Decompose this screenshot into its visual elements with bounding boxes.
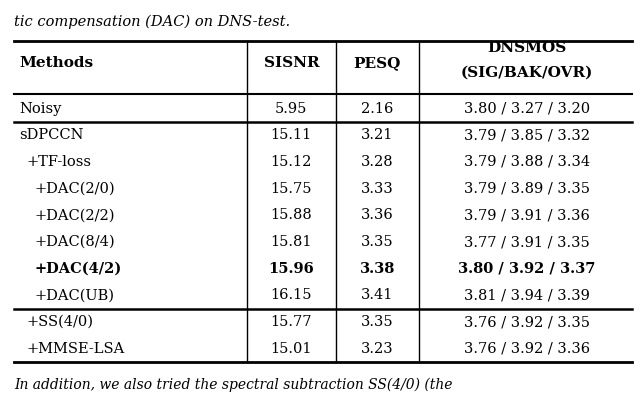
Text: 3.21: 3.21 <box>361 128 394 142</box>
Text: 15.77: 15.77 <box>271 315 312 329</box>
Text: 3.36: 3.36 <box>361 208 394 222</box>
Text: 2.16: 2.16 <box>361 101 394 116</box>
Text: 3.79 / 3.85 / 3.32: 3.79 / 3.85 / 3.32 <box>464 128 590 142</box>
Text: 15.96: 15.96 <box>268 262 314 276</box>
Text: 15.11: 15.11 <box>271 128 312 142</box>
Text: PESQ: PESQ <box>354 57 401 70</box>
Text: 3.80 / 3.27 / 3.20: 3.80 / 3.27 / 3.20 <box>464 101 590 116</box>
Text: 3.33: 3.33 <box>361 182 394 196</box>
Text: +SS(4/0): +SS(4/0) <box>27 315 94 329</box>
Text: 3.76 / 3.92 / 3.35: 3.76 / 3.92 / 3.35 <box>464 315 590 329</box>
Text: 3.35: 3.35 <box>361 235 394 249</box>
Text: +DAC(2/0): +DAC(2/0) <box>35 182 115 196</box>
Text: 3.38: 3.38 <box>360 262 395 276</box>
Text: 3.41: 3.41 <box>361 288 394 302</box>
Text: +DAC(4/2): +DAC(4/2) <box>35 262 122 276</box>
Text: 15.12: 15.12 <box>271 155 312 169</box>
Text: 15.75: 15.75 <box>271 182 312 196</box>
Text: 5.95: 5.95 <box>275 101 307 116</box>
Text: +DAC(UB): +DAC(UB) <box>35 288 115 302</box>
Text: In addition, we also tried the spectral subtraction SS(4/0) (the: In addition, we also tried the spectral … <box>14 377 452 391</box>
Text: +MMSE-LSA: +MMSE-LSA <box>27 342 125 356</box>
Text: 3.80 / 3.92 / 3.37: 3.80 / 3.92 / 3.37 <box>458 262 596 276</box>
Text: 3.79 / 3.89 / 3.35: 3.79 / 3.89 / 3.35 <box>464 182 590 196</box>
Text: 3.28: 3.28 <box>361 155 394 169</box>
Text: 15.01: 15.01 <box>271 342 312 356</box>
Text: 15.88: 15.88 <box>271 208 312 222</box>
Text: 3.81 / 3.94 / 3.39: 3.81 / 3.94 / 3.39 <box>464 288 590 302</box>
Text: 3.23: 3.23 <box>361 342 394 356</box>
Text: 15.81: 15.81 <box>271 235 312 249</box>
Text: 3.79 / 3.91 / 3.36: 3.79 / 3.91 / 3.36 <box>464 208 590 222</box>
Text: 16.15: 16.15 <box>271 288 312 302</box>
Text: +DAC(2/2): +DAC(2/2) <box>35 208 115 222</box>
Text: sDPCCN: sDPCCN <box>19 128 84 142</box>
Text: +DAC(8/4): +DAC(8/4) <box>35 235 115 249</box>
Text: Methods: Methods <box>19 57 93 70</box>
Text: 3.76 / 3.92 / 3.36: 3.76 / 3.92 / 3.36 <box>464 342 590 356</box>
Text: +TF-loss: +TF-loss <box>27 155 92 169</box>
Text: 3.79 / 3.88 / 3.34: 3.79 / 3.88 / 3.34 <box>464 155 590 169</box>
Text: 3.77 / 3.91 / 3.35: 3.77 / 3.91 / 3.35 <box>464 235 590 249</box>
Text: 3.35: 3.35 <box>361 315 394 329</box>
Text: DNSMOS: DNSMOS <box>488 41 567 55</box>
Text: Noisy: Noisy <box>19 101 61 116</box>
Text: (SIG/BAK/OVR): (SIG/BAK/OVR) <box>461 66 593 80</box>
Text: SISNR: SISNR <box>264 57 319 70</box>
Text: tic compensation (DAC) on DNS-test.: tic compensation (DAC) on DNS-test. <box>14 15 291 29</box>
